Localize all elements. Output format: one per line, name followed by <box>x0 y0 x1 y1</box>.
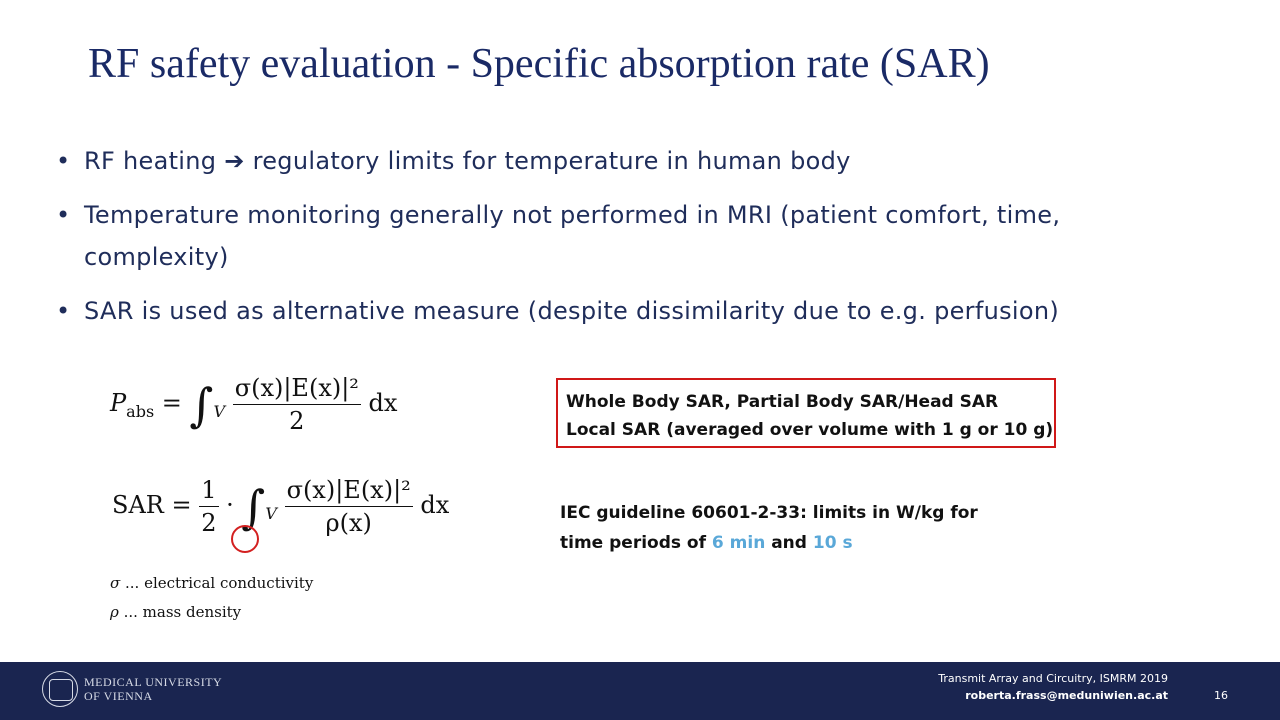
page-number: 16 <box>1214 689 1228 702</box>
legend-item: σ ... electrical conductivity <box>110 574 313 592</box>
bullet-item: • SAR is used as alternative measure (de… <box>56 290 1166 332</box>
legend-symbol: ρ <box>110 603 119 621</box>
eq-equals: = <box>163 491 200 519</box>
eq-fraction: σ(x)|E(x)|² 2 <box>232 374 361 435</box>
iec-text: and <box>765 533 813 553</box>
university-name: MEDICAL UNIVERSITY OF VIENNA <box>84 675 222 703</box>
author-email: roberta.frass@meduniwien.ac.at <box>965 689 1168 702</box>
eq-differential: dx <box>360 389 398 417</box>
bullet-text-part: RF heating <box>84 147 225 175</box>
iec-highlight: 10 s <box>812 533 853 553</box>
bullet-text: SAR is used as alternative measure (desp… <box>84 297 1060 325</box>
sar-equation: SAR = 1 2 · ∫V σ(x)|E(x)|² ρ(x) dx <box>112 476 449 537</box>
university-name-line: OF VIENNA <box>84 689 153 703</box>
eq-numerator: 1 <box>199 476 219 507</box>
conference-label: Transmit Array and Circuitry, ISMRM 2019 <box>938 672 1168 685</box>
iec-guideline-note: IEC guideline 60601-2-33: limits in W/kg… <box>560 498 978 558</box>
slide-title: RF safety evaluation - Specific absorpti… <box>88 41 990 87</box>
bullet-dot-icon: • <box>56 201 71 229</box>
eq-fraction: σ(x)|E(x)|² ρ(x) <box>284 476 413 537</box>
eq-denominator: 2 <box>201 509 217 537</box>
eq-subscript: V <box>213 402 226 421</box>
integral-icon: ∫ <box>189 377 214 432</box>
box-line: Whole Body SAR, Partial Body SAR/Head SA… <box>566 392 999 412</box>
legend-text: ... mass density <box>118 603 242 621</box>
eq-symbol: P <box>110 389 127 417</box>
integral-icon: ∫ <box>241 479 266 534</box>
eq-subscript: V <box>265 504 277 523</box>
bullet-item: • Temperature monitoring generally not p… <box>56 194 1166 278</box>
iec-line: IEC guideline 60601-2-33: limits in W/kg… <box>560 503 978 523</box>
bullet-text: Temperature monitoring generally not per… <box>84 201 1061 271</box>
bullet-dot-icon: • <box>56 147 71 175</box>
eq-dot: · <box>218 491 242 519</box>
legend-symbol: σ <box>110 574 121 592</box>
footer-bar: MEDICAL UNIVERSITY OF VIENNA Transmit Ar… <box>0 662 1280 720</box>
eq-fraction: 1 2 <box>199 476 219 537</box>
eq-numerator: σ(x)|E(x)|² <box>232 374 361 405</box>
highlight-circle <box>231 525 259 553</box>
bullet-text-part: regulatory limits for temperature in hum… <box>244 147 851 175</box>
sar-types-box: Whole Body SAR, Partial Body SAR/Head SA… <box>556 378 1056 448</box>
box-line: Local SAR (averaged over volume with 1 g… <box>566 420 1054 440</box>
legend-text: ... electrical conductivity <box>120 574 314 592</box>
iec-text: time periods of <box>560 533 712 553</box>
eq-subscript: abs <box>126 402 155 421</box>
eq-differential: dx <box>412 491 450 519</box>
eq-equals: = <box>154 389 190 417</box>
iec-line: time periods of 6 min and 10 s <box>560 528 978 558</box>
legend-item: ρ ... mass density <box>110 603 241 621</box>
bullet-list: • RF heating ➔ regulatory limits for tem… <box>56 140 1166 344</box>
university-name-line: MEDICAL UNIVERSITY <box>84 675 223 689</box>
university-logo-icon <box>42 671 78 707</box>
bullet-dot-icon: • <box>56 297 71 325</box>
bullet-item: • RF heating ➔ regulatory limits for tem… <box>56 140 1166 182</box>
right-arrow-icon: ➔ <box>224 147 245 175</box>
eq-symbol: SAR <box>112 491 164 519</box>
eq-denominator: 2 <box>289 407 305 435</box>
eq-numerator: σ(x)|E(x)|² <box>284 476 413 507</box>
pabs-equation: Pabs = ∫V σ(x)|E(x)|² 2 dx <box>110 374 397 435</box>
eq-denominator: ρ(x) <box>325 509 372 537</box>
iec-highlight: 6 min <box>711 533 766 553</box>
